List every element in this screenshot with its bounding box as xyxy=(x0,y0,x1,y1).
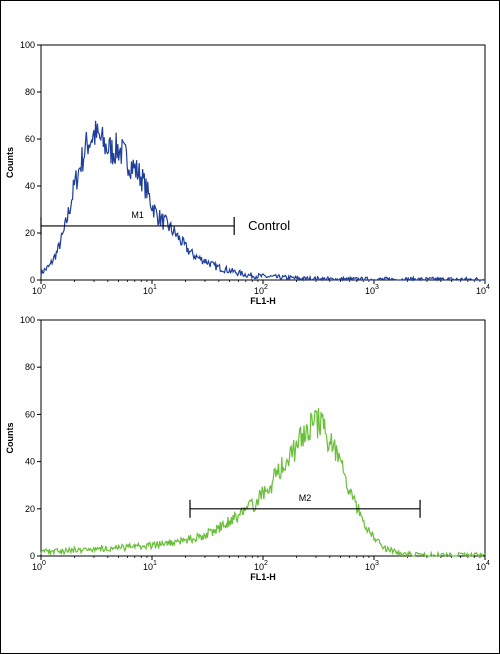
histogram-line-bottom xyxy=(40,407,486,558)
y-ticks-bottom: 0 20 40 60 80 100 xyxy=(20,315,41,561)
x-tick-label: 101 xyxy=(143,284,157,296)
histogram-line-top xyxy=(40,120,485,282)
x-axis-label-bottom: FL1-H xyxy=(250,572,276,582)
y-tick-label: 20 xyxy=(25,504,35,514)
y-tick-label: 0 xyxy=(30,551,35,561)
y-tick-label: 100 xyxy=(20,315,35,325)
y-tick-label: 40 xyxy=(25,181,35,191)
y-ticks-top: 0 20 40 60 80 100 xyxy=(20,40,41,285)
plot-area-bottom xyxy=(40,319,486,557)
y-tick-label: 60 xyxy=(25,134,35,144)
x-tick-label: 103 xyxy=(365,284,379,296)
y-tick-label: 40 xyxy=(25,457,35,467)
x-tick-label: 100 xyxy=(32,560,46,572)
x-tick-label: 103 xyxy=(365,560,379,572)
y-tick-label: 100 xyxy=(20,40,35,50)
plot-area-top xyxy=(40,44,486,281)
x-ticks-top: 100 101 102 103 104 xyxy=(32,280,490,296)
x-axis-label-top: FL1-H xyxy=(250,296,276,306)
x-tick-label: 100 xyxy=(32,284,46,296)
y-tick-label: 80 xyxy=(25,87,35,97)
x-tick-label: 102 xyxy=(254,284,268,296)
x-tick-label: 102 xyxy=(254,560,268,572)
gate-m2-label: M2 xyxy=(299,493,312,503)
y-tick-label: 0 xyxy=(30,275,35,285)
x-tick-label: 104 xyxy=(476,560,490,572)
y-tick-label: 60 xyxy=(25,409,35,419)
y-tick-label: 80 xyxy=(25,362,35,372)
x-tick-label: 104 xyxy=(476,284,490,296)
control-annotation: Control xyxy=(248,218,290,233)
x-tick-label: 101 xyxy=(143,560,157,572)
y-axis-label-bottom: Counts xyxy=(5,423,15,454)
bottom-histogram: 0 20 40 60 80 100 100 101 102 103 104 M2 Counts F… xyxy=(5,315,490,582)
y-axis-label-top: Counts xyxy=(5,147,15,178)
x-ticks-bottom: 100 101 102 103 104 xyxy=(32,556,490,572)
y-tick-label: 20 xyxy=(25,228,35,238)
gate-m1-label: M1 xyxy=(131,210,144,220)
